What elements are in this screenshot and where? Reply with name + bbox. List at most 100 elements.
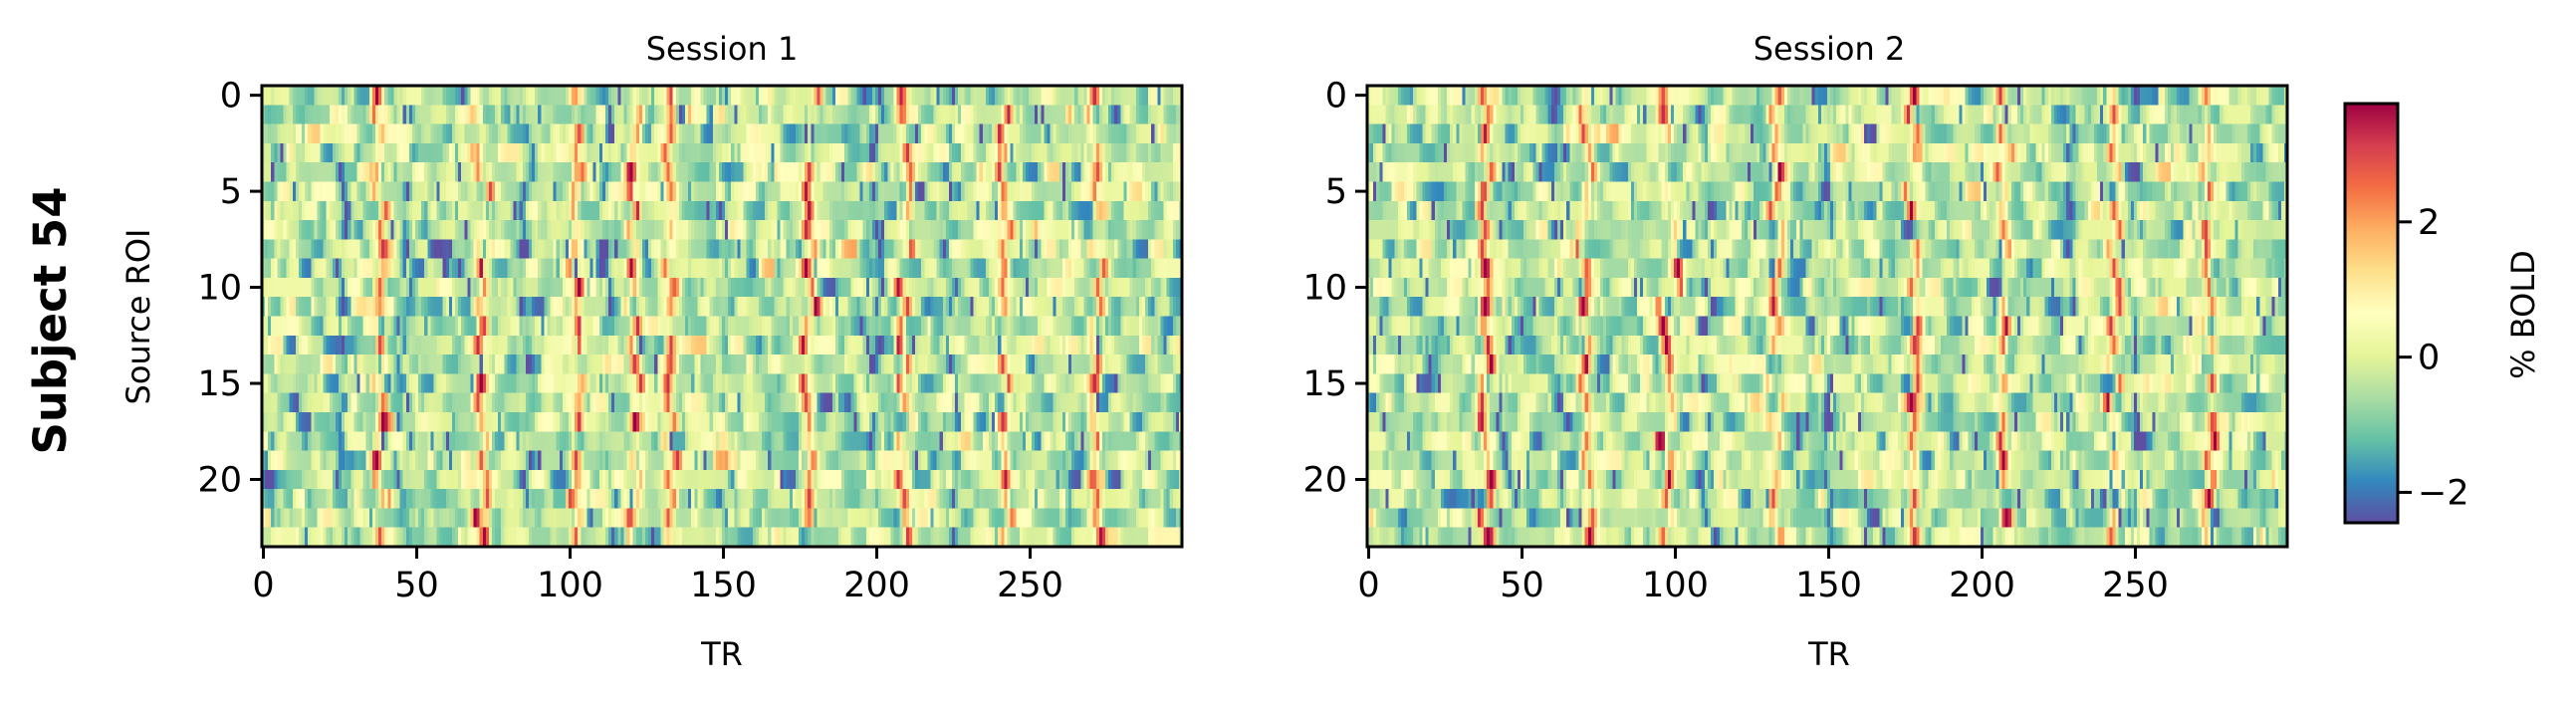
heatmap-cell: [709, 86, 714, 106]
heatmap-cell: [1163, 142, 1168, 163]
heatmap-cell: [718, 162, 723, 183]
heatmap-cell: [522, 142, 527, 163]
heatmap-cell: [786, 142, 791, 163]
heatmap-cell: [387, 105, 391, 125]
heatmap-cell: [535, 162, 539, 183]
heatmap-cell: [795, 86, 800, 106]
heatmap-cell: [834, 86, 839, 106]
heatmap-cell: [728, 142, 732, 163]
heatmap-cell: [700, 142, 705, 163]
heatmap-cell: [1071, 142, 1075, 163]
heatmap-cell: [805, 123, 809, 144]
heatmap-cell: [814, 162, 819, 183]
heatmap-cell: [859, 123, 864, 144]
heatmap-cell: [706, 86, 711, 106]
heatmap-cell: [1129, 162, 1134, 183]
heatmap-cell: [780, 86, 785, 106]
heatmap-cell: [1135, 162, 1140, 183]
heatmap-cell: [326, 105, 331, 125]
heatmap-cell: [1095, 142, 1100, 163]
heatmap-cell: [734, 105, 738, 125]
heatmap-cell: [641, 142, 646, 163]
heatmap-cell: [436, 162, 441, 183]
heatmap-cell: [492, 162, 496, 183]
heatmap-cell: [859, 105, 864, 125]
heatmap-cell: [629, 123, 634, 144]
heatmap-cell: [1013, 162, 1018, 183]
heatmap-cell: [289, 142, 294, 163]
heatmap-cell: [697, 162, 702, 183]
heatmap-cell: [601, 162, 606, 183]
heatmap-cell: [292, 162, 297, 183]
heatmap-cell: [918, 162, 922, 183]
heatmap-cell: [289, 123, 294, 144]
heatmap-cell: [808, 86, 812, 106]
heatmap-cell: [592, 86, 597, 106]
heatmap-cell: [356, 86, 361, 106]
session-1-title: Session 1: [646, 30, 799, 68]
heatmap-cell: [396, 86, 401, 106]
heatmap-cell: [586, 123, 591, 144]
heatmap-cell: [1172, 123, 1177, 144]
heatmap-cell: [927, 162, 932, 183]
heatmap-cell: [700, 105, 705, 125]
heatmap-cell: [1169, 142, 1174, 163]
heatmap-cell: [1089, 162, 1094, 183]
heatmap-cell: [1114, 142, 1118, 163]
heatmap-cell: [709, 123, 714, 144]
heatmap-cell: [608, 86, 612, 106]
heatmap-cell: [635, 123, 640, 144]
heatmap-cell: [722, 105, 726, 125]
heatmap-cell: [1132, 142, 1137, 163]
heatmap-cell: [1145, 86, 1149, 106]
heatmap-cell: [979, 142, 984, 163]
heatmap-cell: [1089, 142, 1094, 163]
heatmap-cell: [479, 86, 484, 106]
heatmap-cell: [351, 105, 354, 125]
heatmap-cell: [411, 86, 416, 106]
heatmap-cell: [458, 105, 462, 125]
heatmap-cell: [277, 142, 282, 163]
heatmap-cell: [565, 86, 570, 106]
heatmap-cell: [498, 105, 502, 125]
heatmap-cell: [265, 123, 269, 144]
heatmap-cell: [762, 142, 766, 163]
heatmap-cell: [421, 86, 425, 106]
heatmap-cell: [556, 162, 561, 183]
heatmap-cell: [473, 142, 478, 163]
heatmap-cell: [280, 123, 285, 144]
heatmap-cell: [365, 162, 370, 183]
heatmap-cell: [1098, 142, 1103, 163]
heatmap-cell: [1157, 105, 1162, 125]
heatmap-cell: [538, 142, 542, 163]
heatmap-cell: [1151, 86, 1155, 106]
heatmap-cell: [709, 142, 714, 163]
heatmap-cell: [725, 86, 729, 106]
heatmap-cell: [841, 123, 845, 144]
heatmap-cell: [418, 142, 422, 163]
heatmap-cell: [268, 86, 272, 106]
heatmap-cell: [725, 105, 729, 125]
heatmap-cell: [875, 123, 879, 144]
heatmap-cell: [958, 162, 962, 183]
heatmap-cell: [393, 105, 398, 125]
heatmap-cell: [691, 142, 695, 163]
heatmap-cell: [734, 123, 738, 144]
heatmap-cell: [1074, 105, 1078, 125]
heatmap-cell: [734, 86, 738, 106]
heatmap-cell: [805, 86, 809, 106]
heatmap-cell: [1050, 162, 1054, 183]
heatmap-cell: [314, 105, 319, 125]
heatmap-cell: [629, 86, 634, 106]
heatmap-cell: [286, 162, 291, 183]
heatmap-cell: [353, 86, 358, 106]
heatmap-cell: [298, 86, 303, 106]
heatmap-cell: [476, 105, 481, 125]
heatmap-cell: [856, 105, 861, 125]
heatmap-cell: [433, 142, 438, 163]
heatmap-cell: [1123, 86, 1128, 106]
heatmap-cell: [669, 105, 674, 125]
heatmap-cell: [786, 162, 791, 183]
heatmap-cell: [1151, 123, 1155, 144]
heatmap-cell: [578, 123, 582, 144]
